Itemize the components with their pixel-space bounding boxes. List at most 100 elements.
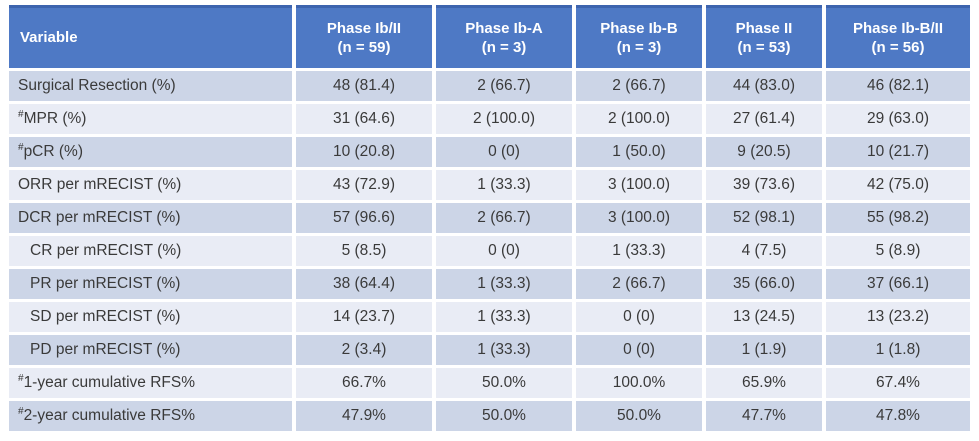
column-header-phase-ib-a: Phase Ib-A (n = 3) [436,5,572,68]
cell: 47.8% [826,401,970,431]
column-label: Phase Ib-B/II [852,19,944,37]
cell: 10 (20.8) [296,137,432,167]
row-label: #MPR (%) [9,104,292,134]
column-sublabel: (n = 53) [737,39,791,56]
table-row-1yr-rfs: #1-year cumulative RFS% 66.7% 50.0% 100.… [9,368,970,398]
cell: 2 (3.4) [296,335,432,365]
cell: 1 (50.0) [576,137,702,167]
cell: 50.0% [436,368,572,398]
table-row-orr: ORR per mRECIST (%) 43 (72.9) 1 (33.3) 3… [9,170,970,200]
column-sublabel: (n = 3) [616,39,662,56]
column-header-phase-ib-ii: Phase Ib/II (n = 59) [296,5,432,68]
cell: 1 (33.3) [436,269,572,299]
cell: 2 (100.0) [576,104,702,134]
cell: 14 (23.7) [296,302,432,332]
cell: 65.9% [706,368,822,398]
table-row-pcr: #pCR (%) 10 (20.8) 0 (0) 1 (50.0) 9 (20.… [9,137,970,167]
row-label: ORR per mRECIST (%) [9,170,292,200]
cell: 1 (1.9) [706,335,822,365]
column-label: Variable [20,29,78,47]
cell: 13 (23.2) [826,302,970,332]
results-table: Variable Phase Ib/II (n = 59) Phase Ib-A… [5,2,974,434]
column-sublabel: (n = 56) [871,39,925,56]
row-label: PD per mRECIST (%) [9,335,292,365]
cell: 50.0% [436,401,572,431]
cell: 3 (100.0) [576,170,702,200]
cell: 4 (7.5) [706,236,822,266]
row-label: Surgical Resection (%) [9,71,292,101]
cell: 44 (83.0) [706,71,822,101]
cell: 57 (96.6) [296,203,432,233]
row-label: #1-year cumulative RFS% [9,368,292,398]
cell: 37 (66.1) [826,269,970,299]
cell: 47.9% [296,401,432,431]
cell: 29 (63.0) [826,104,970,134]
cell: 1 (33.3) [576,236,702,266]
cell: 35 (66.0) [706,269,822,299]
cell: 0 (0) [436,236,572,266]
column-label: Phase Ib-B [600,19,678,37]
cell: 0 (0) [576,335,702,365]
cell: 5 (8.5) [296,236,432,266]
column-label: Phase Ib-A [465,19,543,37]
cell: 10 (21.7) [826,137,970,167]
table-row-pd: PD per mRECIST (%) 2 (3.4) 1 (33.3) 0 (0… [9,335,970,365]
cell: 1 (33.3) [436,302,572,332]
cell: 9 (20.5) [706,137,822,167]
table-row-mpr: #MPR (%) 31 (64.6) 2 (100.0) 2 (100.0) 2… [9,104,970,134]
cell: 3 (100.0) [576,203,702,233]
column-header-variable: Variable [9,5,292,68]
table-row-surgical-resection: Surgical Resection (%) 48 (81.4) 2 (66.7… [9,71,970,101]
table-row-2yr-rfs: #2-year cumulative RFS% 47.9% 50.0% 50.0… [9,401,970,431]
row-label: CR per mRECIST (%) [9,236,292,266]
footnote-marker: # [18,142,24,153]
row-label: SD per mRECIST (%) [9,302,292,332]
cell: 100.0% [576,368,702,398]
footnote-marker: # [18,406,24,417]
cell: 66.7% [296,368,432,398]
column-label: Phase Ib/II [326,19,402,37]
cell: 43 (72.9) [296,170,432,200]
cell: 42 (75.0) [826,170,970,200]
table-row-cr: CR per mRECIST (%) 5 (8.5) 0 (0) 1 (33.3… [9,236,970,266]
cell: 50.0% [576,401,702,431]
cell: 46 (82.1) [826,71,970,101]
table-row-dcr: DCR per mRECIST (%) 57 (96.6) 2 (66.7) 3… [9,203,970,233]
cell: 1 (1.8) [826,335,970,365]
cell: 52 (98.1) [706,203,822,233]
cell: 0 (0) [576,302,702,332]
cell: 0 (0) [436,137,572,167]
cell: 38 (64.4) [296,269,432,299]
cell: 2 (66.7) [436,71,572,101]
row-label: #2-year cumulative RFS% [9,401,292,431]
column-header-phase-ib-b: Phase Ib-B (n = 3) [576,5,702,68]
cell: 5 (8.9) [826,236,970,266]
table-row-pr: PR per mRECIST (%) 38 (64.4) 1 (33.3) 2 … [9,269,970,299]
cell: 55 (98.2) [826,203,970,233]
table-row-sd: SD per mRECIST (%) 14 (23.7) 1 (33.3) 0 … [9,302,970,332]
row-label: PR per mRECIST (%) [9,269,292,299]
footnote-marker: # [18,373,24,384]
header-row: Variable Phase Ib/II (n = 59) Phase Ib-A… [9,5,970,68]
cell: 1 (33.3) [436,170,572,200]
footnote-marker: # [18,109,24,120]
cell: 31 (64.6) [296,104,432,134]
cell: 2 (100.0) [436,104,572,134]
cell: 67.4% [826,368,970,398]
cell: 48 (81.4) [296,71,432,101]
cell: 39 (73.6) [706,170,822,200]
cell: 13 (24.5) [706,302,822,332]
column-header-phase-ii: Phase II (n = 53) [706,5,822,68]
cell: 1 (33.3) [436,335,572,365]
cell: 2 (66.7) [436,203,572,233]
cell: 27 (61.4) [706,104,822,134]
row-label: DCR per mRECIST (%) [9,203,292,233]
cell: 2 (66.7) [576,269,702,299]
cell: 2 (66.7) [576,71,702,101]
column-label: Phase II [735,19,793,37]
cell: 47.7% [706,401,822,431]
column-sublabel: (n = 59) [337,39,391,56]
row-label: #pCR (%) [9,137,292,167]
column-sublabel: (n = 3) [481,39,527,56]
